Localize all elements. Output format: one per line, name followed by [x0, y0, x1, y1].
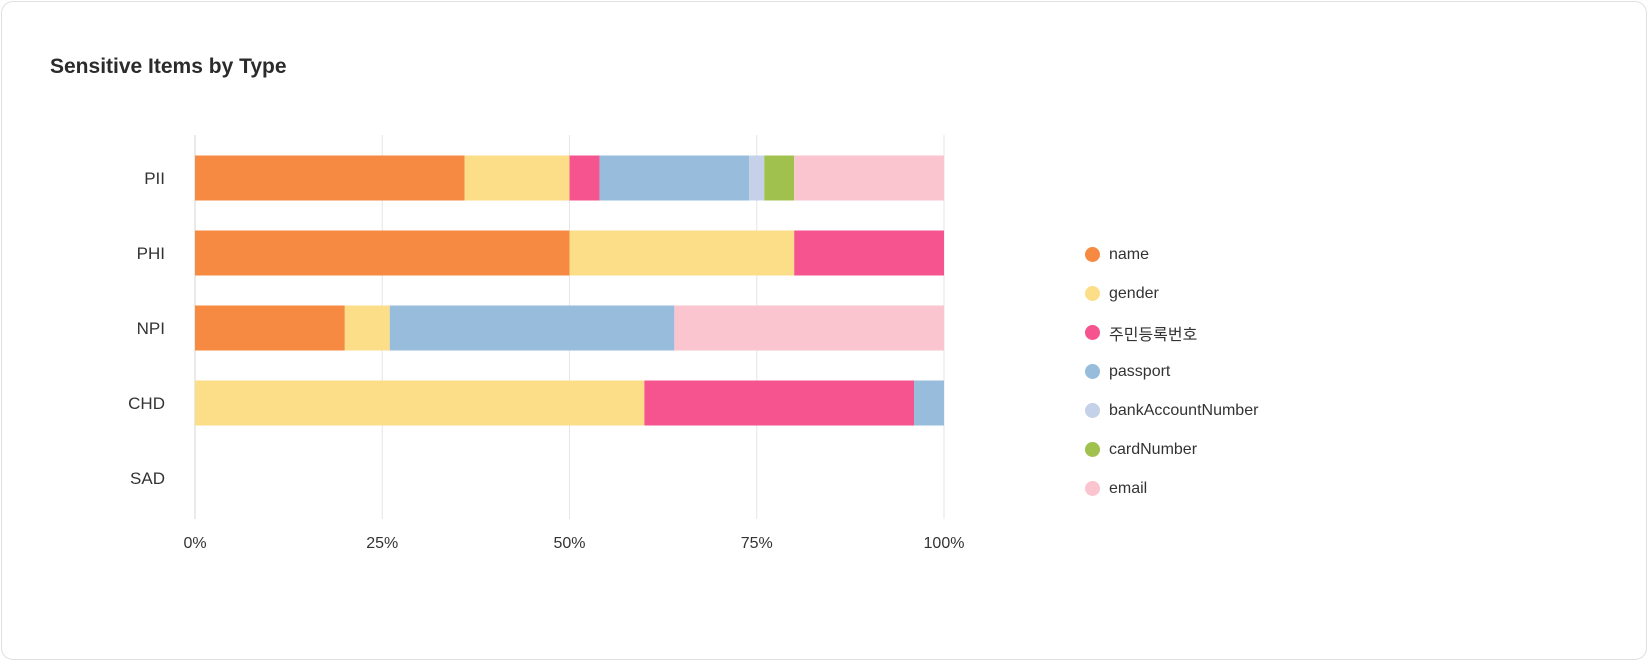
bar-segment-name: [195, 155, 465, 201]
legend-dot-icon: [1085, 364, 1100, 379]
chart-title: Sensitive Items by Type: [50, 55, 287, 78]
bar-segment-passport: [599, 155, 750, 201]
legend-label: cardNumber: [1109, 440, 1198, 458]
legend-item[interactable]: 주민등록번호: [1085, 313, 1258, 352]
x-tick-label: 25%: [366, 535, 398, 552]
legend-label: bankAccountNumber: [1109, 401, 1259, 419]
bar-segment-name: [195, 230, 570, 276]
x-tick-label: 0%: [183, 535, 206, 552]
legend-label: passport: [1109, 362, 1171, 380]
bar-segment-gender: [569, 230, 795, 276]
y-category-label: SAD: [130, 469, 165, 488]
bar-segment-bankAccountNumber: [749, 155, 765, 201]
legend-item[interactable]: gender: [1085, 274, 1258, 313]
legend-label: 주민등록번호: [1109, 326, 1198, 344]
legend-item[interactable]: name: [1085, 235, 1258, 274]
legend-item[interactable]: cardNumber: [1085, 430, 1258, 469]
bar-segment-name: [195, 305, 345, 351]
y-category-label: CHD: [128, 394, 165, 413]
legend-dot-icon: [1085, 481, 1100, 496]
legend-label: email: [1109, 479, 1148, 497]
legend-label: name: [1109, 245, 1150, 263]
y-category-label: NPI: [137, 319, 165, 338]
bar-segment-passport: [914, 380, 944, 426]
x-tick-label: 50%: [553, 535, 585, 552]
bar-segment-gender: [464, 155, 570, 201]
legend-dot-icon: [1085, 247, 1100, 262]
bar-segment-gender: [344, 305, 390, 351]
legend-dot-icon: [1085, 442, 1100, 457]
x-tick-label: 100%: [924, 535, 965, 552]
legend-item[interactable]: email: [1085, 469, 1258, 508]
chart-legend: name gender 주민등록번호 passport bankAccountNumbe…: [1085, 235, 1258, 508]
bar-segment-주민등록번호: [794, 230, 944, 276]
y-category-label: PII: [144, 169, 165, 188]
legend-dot-icon: [1085, 325, 1100, 340]
legend-label: gender: [1109, 284, 1159, 302]
bar-segment-passport: [389, 305, 675, 351]
legend-item[interactable]: bankAccountNumber: [1085, 391, 1258, 430]
bar-segment-cardNumber: [764, 155, 795, 201]
legend-dot-icon: [1085, 286, 1100, 301]
bar-segment-주민등록번호: [644, 380, 915, 426]
bar-segment-gender: [195, 380, 645, 426]
bar-segment-email: [674, 305, 944, 351]
legend-dot-icon: [1085, 403, 1100, 418]
bar-segment-주민등록번호: [569, 155, 600, 201]
bar-segment-email: [794, 155, 944, 201]
x-tick-label: 75%: [741, 535, 773, 552]
legend-item[interactable]: passport: [1085, 352, 1258, 391]
y-category-label: PHI: [137, 244, 165, 263]
